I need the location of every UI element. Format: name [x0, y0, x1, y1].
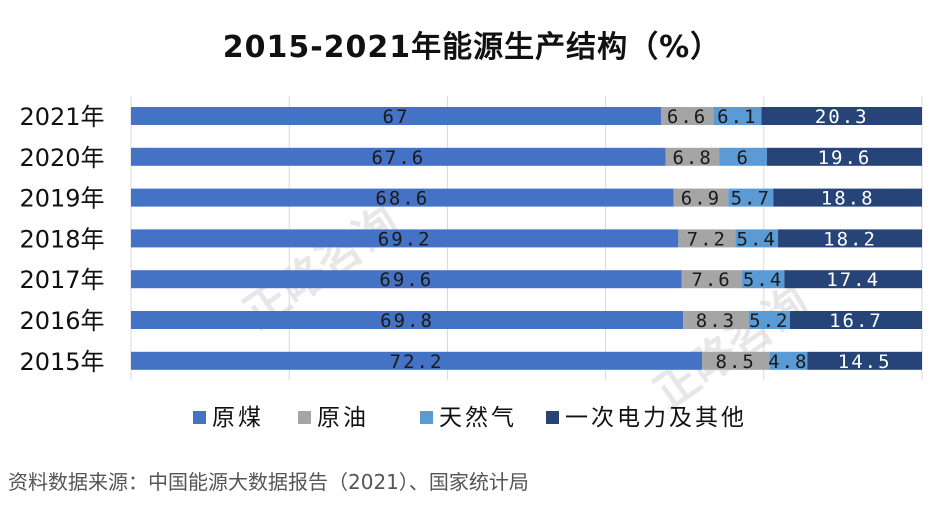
bar-segment	[769, 351, 808, 370]
data-label: 8.5	[716, 351, 756, 373]
legend-label: 原油	[317, 405, 369, 431]
category-label: 2020年	[19, 144, 104, 172]
category-label: 2017年	[19, 266, 104, 294]
data-label: 17.4	[826, 269, 880, 291]
bar-segment	[766, 147, 922, 166]
chart-title: 2015-2021年能源生产结构（%）	[222, 30, 722, 65]
bar-segment	[131, 147, 666, 166]
bar-segment	[807, 351, 922, 370]
bar-segment	[789, 311, 922, 329]
legend-swatch	[546, 411, 559, 424]
data-label: 7.6	[691, 269, 731, 291]
data-label: 69.2	[378, 228, 432, 250]
category-label: 2015年	[19, 348, 104, 376]
legend-label: 一次电力及其他	[565, 405, 747, 431]
data-label: 5.7	[731, 188, 771, 210]
source-note: 资料数据来源：中国能源大数据报告（2021）、国家统计局	[8, 470, 529, 494]
data-label: 72.2	[390, 351, 444, 373]
bar-segment	[131, 270, 682, 289]
data-label: 6.1	[717, 106, 757, 128]
bar-segment	[665, 147, 720, 166]
legend-label: 原煤	[212, 405, 264, 431]
data-label: 18.2	[823, 228, 877, 250]
data-label: 8.3	[696, 310, 736, 332]
watermark-text: 正略咨询	[645, 277, 818, 420]
category-label: 2021年	[19, 103, 104, 131]
category-labels: 2021年 2020年 2019年 2018年 2017年 2016年 2015年	[19, 103, 104, 376]
data-label: 69.8	[380, 310, 434, 332]
data-label: 6.8	[672, 147, 712, 169]
bar-segment	[748, 311, 790, 329]
bar-segment	[735, 229, 779, 248]
bar-segment	[702, 351, 770, 370]
bar-segment	[719, 147, 767, 166]
bar-segment	[713, 107, 762, 125]
legend-swatch	[193, 411, 206, 424]
data-label: 5.2	[749, 310, 789, 332]
data-label: 69.6	[379, 269, 433, 291]
bar-segment	[683, 311, 749, 329]
bar-segment	[773, 188, 922, 207]
data-label: 20.3	[815, 106, 869, 128]
data-label: 6.9	[681, 188, 721, 210]
bar-segment	[660, 107, 714, 125]
bar-segment	[741, 270, 785, 289]
bar-segment	[728, 188, 774, 207]
data-label: 14.5	[838, 351, 892, 373]
data-label: 16.7	[829, 310, 883, 332]
data-label: 5.4	[737, 228, 777, 250]
bars	[131, 107, 922, 370]
bar-segment	[131, 351, 703, 370]
data-label: 68.6	[375, 188, 429, 210]
bar-segment	[784, 270, 922, 289]
bar-segment	[131, 188, 674, 207]
data-label: 6	[737, 147, 750, 169]
bar-segment	[678, 229, 736, 248]
data-label: 67	[383, 106, 410, 128]
data-label: 19.6	[818, 147, 872, 169]
bar-segment	[131, 229, 679, 248]
bar-segment	[131, 311, 684, 329]
category-label: 2018年	[19, 225, 104, 253]
bar-segment	[131, 107, 661, 125]
data-labels: 67 6.6 6.1 20.3 67.6 6.8 6 19.6 68.6 6.9 5.7 18.8 69…	[371, 106, 892, 373]
category-label: 2019年	[19, 185, 104, 213]
data-label: 5.4	[743, 269, 783, 291]
category-label: 2016年	[19, 307, 104, 335]
data-label: 67.6	[371, 147, 425, 169]
legend-swatch	[298, 411, 311, 424]
bar-segment	[761, 107, 922, 125]
legend-label: 天然气	[439, 405, 517, 431]
data-label: 6.6	[667, 106, 707, 128]
data-label: 4.8	[768, 351, 808, 373]
data-label: 7.2	[687, 228, 727, 250]
bar-segment	[681, 270, 742, 289]
bar-segment	[673, 188, 729, 207]
bar-segment	[778, 229, 922, 248]
data-label: 18.8	[821, 188, 875, 210]
legend-swatch	[420, 411, 433, 424]
legend: 原煤 原油 天然气 一次电力及其他	[193, 405, 747, 431]
